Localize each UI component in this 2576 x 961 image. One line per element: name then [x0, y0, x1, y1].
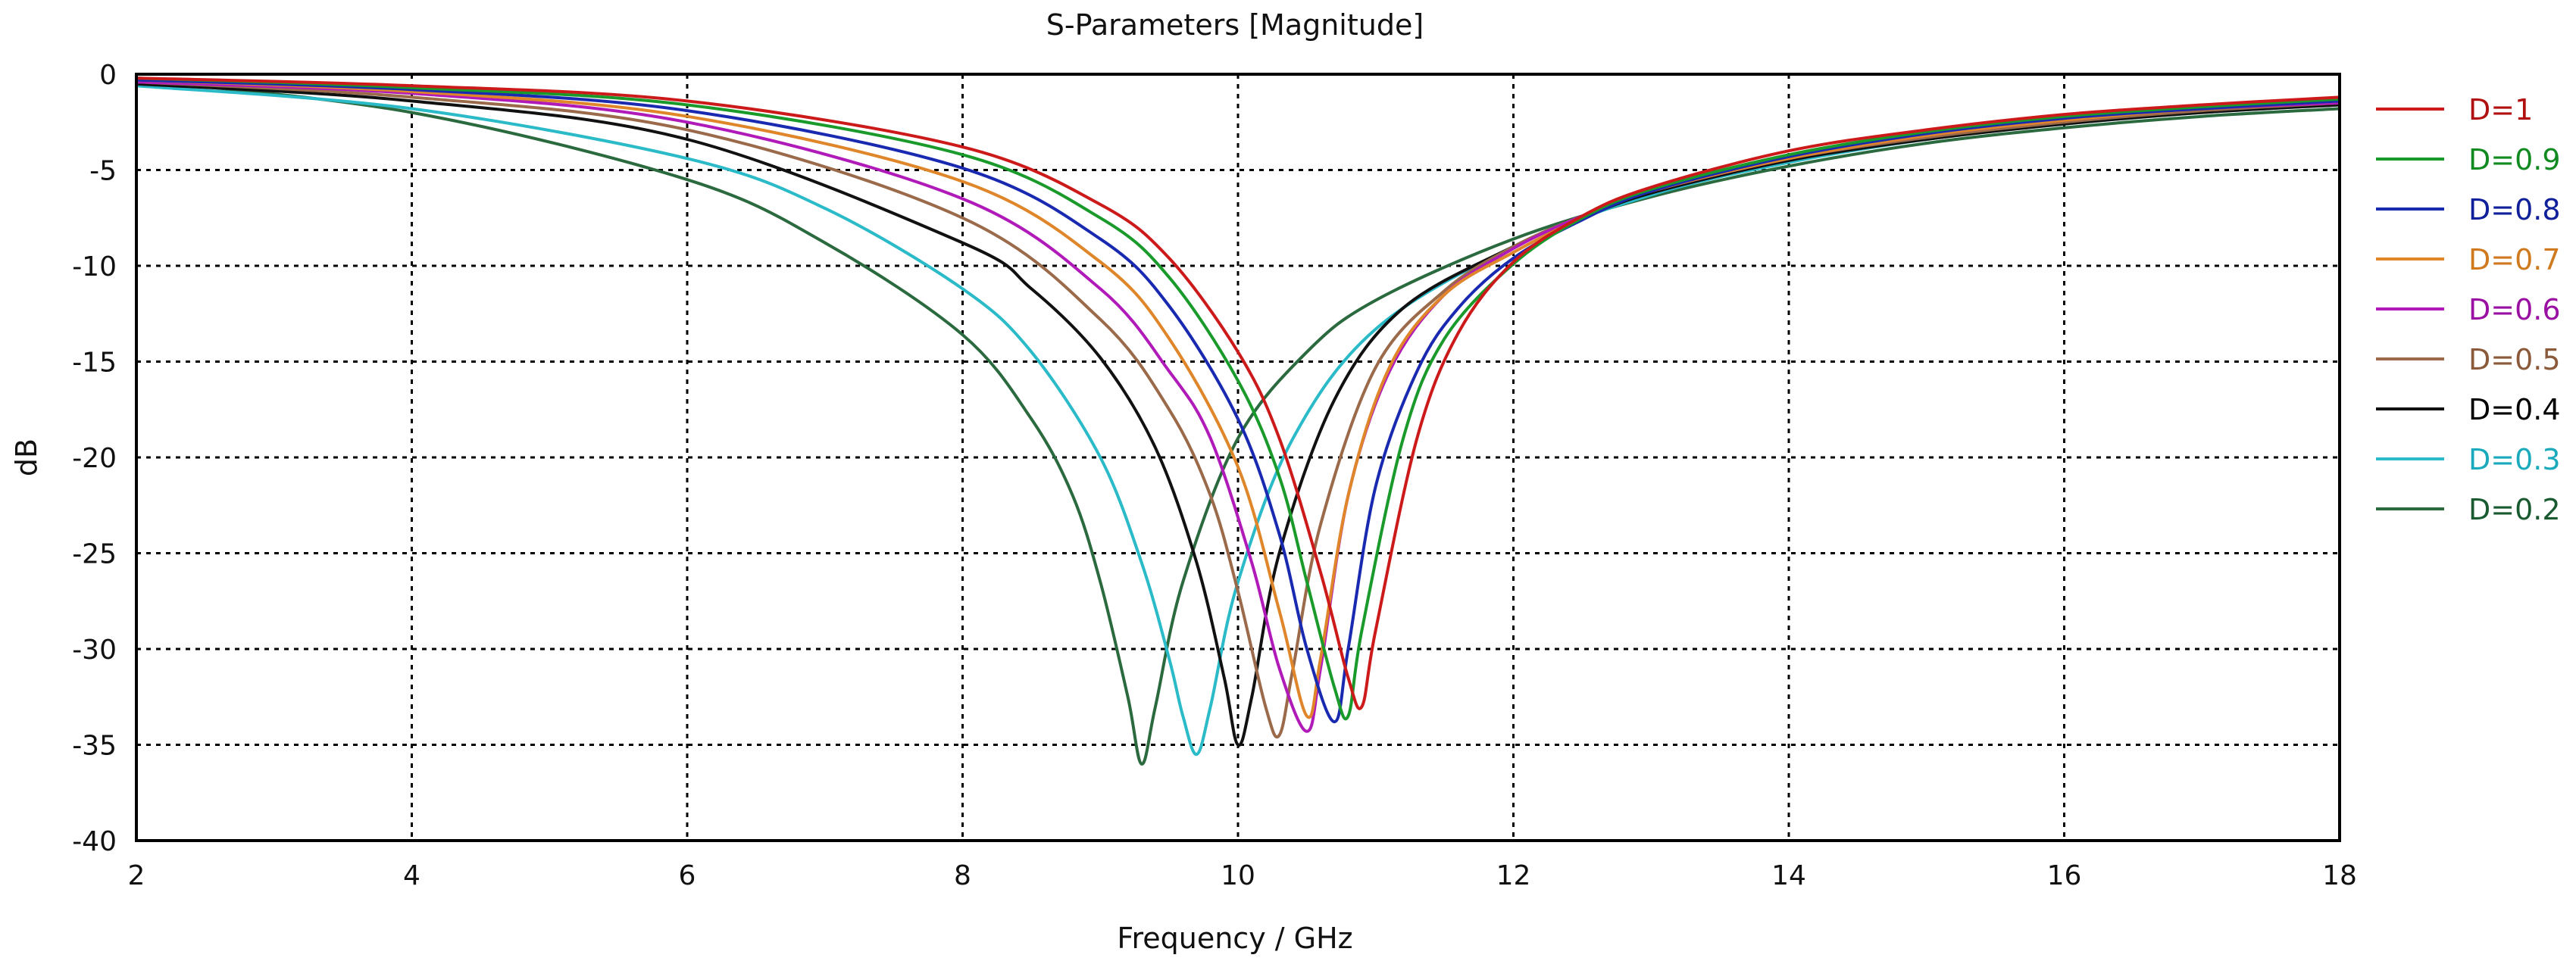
x-tick-label: 8: [954, 860, 971, 891]
y-tick-label: -25: [72, 539, 117, 570]
x-tick-labels: 2 4 6 8 10 12 14 16 18: [128, 860, 2357, 891]
x-tick-label: 16: [2047, 860, 2082, 891]
y-tick-label: -35: [72, 731, 117, 762]
series-line-d-0-9: [135, 76, 2341, 721]
series-line-d-0-4: [135, 82, 2341, 747]
legend-label: D=0.5: [2468, 343, 2561, 376]
y-tick-label: -30: [72, 635, 117, 666]
x-tick-label: 4: [403, 860, 420, 891]
x-tick-label: 14: [1771, 860, 1806, 891]
series-line-d-0-7: [135, 78, 2341, 719]
legend-item[interactable]: D=0.8: [2376, 193, 2561, 226]
legend-item[interactable]: D=0.9: [2376, 143, 2561, 176]
chart-title: S-Parameters [Magnitude]: [1046, 8, 1424, 42]
y-tick-label: -40: [72, 826, 117, 857]
legend-item[interactable]: D=0.3: [2376, 443, 2561, 476]
legend-label: D=1: [2468, 93, 2533, 126]
legend-item[interactable]: D=0.6: [2376, 293, 2561, 326]
legend-label: D=0.4: [2468, 393, 2561, 426]
curves: [135, 76, 2341, 766]
legend-item[interactable]: D=0.2: [2376, 493, 2561, 526]
legend-label: D=0.2: [2468, 493, 2561, 526]
y-tick-labels: 0 -5 -10 -15 -20 -25 -30 -35 -40: [72, 60, 117, 857]
x-tick-label: 18: [2322, 860, 2357, 891]
series-line-d-1: [135, 76, 2341, 710]
legend-label: D=0.3: [2468, 443, 2561, 476]
legend-item[interactable]: D=0.7: [2376, 243, 2561, 276]
x-tick-label: 12: [1496, 860, 1531, 891]
legend-label: D=0.7: [2468, 243, 2561, 276]
legend[interactable]: D=1 D=0.9 D=0.8 D=0.7 D=0.6 D=0.5 D=0.4 D=0.3 D=…: [2376, 93, 2561, 526]
x-axis-title: Frequency / GHz: [1117, 922, 1352, 955]
x-tick-label: 10: [1221, 860, 1255, 891]
legend-label: D=0.8: [2468, 193, 2561, 226]
plot-frame: [135, 73, 2341, 842]
y-tick-label: -15: [72, 348, 117, 379]
legend-item[interactable]: D=1: [2376, 93, 2533, 126]
legend-item[interactable]: D=0.5: [2376, 343, 2561, 376]
y-tick-label: -20: [72, 443, 117, 474]
y-tick-label: -5: [89, 156, 117, 187]
y-tick-label: -10: [72, 251, 117, 282]
legend-label: D=0.6: [2468, 293, 2561, 326]
series-line-d-0-8: [135, 78, 2341, 724]
y-tick-label: 0: [99, 60, 117, 91]
legend-item[interactable]: D=0.4: [2376, 393, 2561, 426]
x-tick-label: 6: [679, 860, 696, 891]
legend-label: D=0.9: [2468, 143, 2561, 176]
grid: [136, 74, 2340, 841]
y-axis-title: dB: [10, 438, 43, 476]
x-tick-label: 2: [128, 860, 145, 891]
